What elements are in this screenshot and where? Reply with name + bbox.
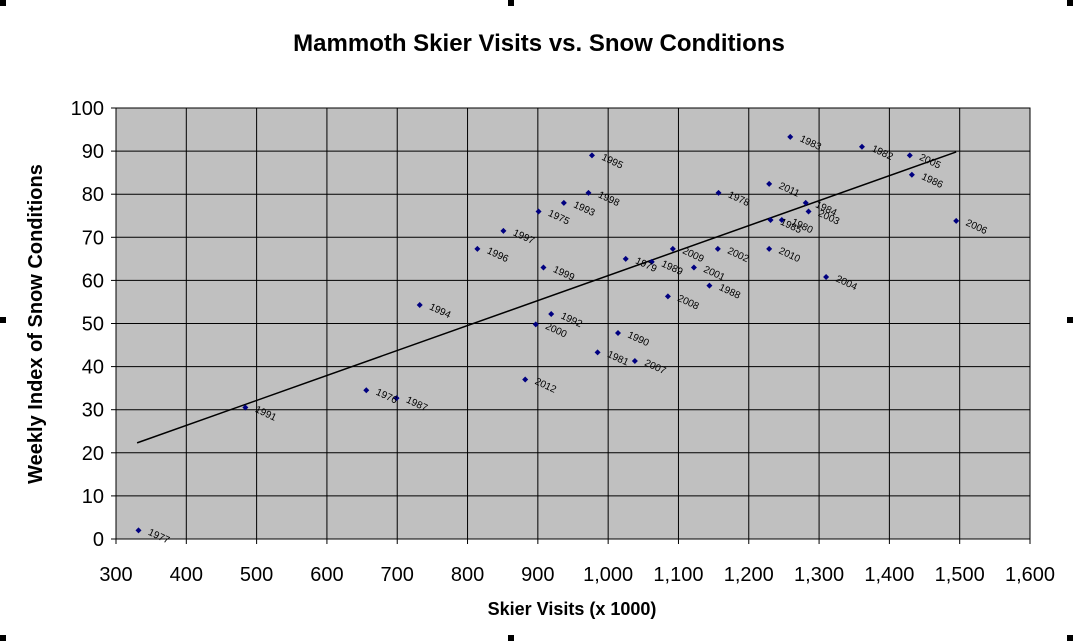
x-tick-label: 600 — [310, 564, 343, 586]
x-axis-tick-labels: 300 400 500 600 700 800 900 1,000 1,100 1,200 1,30… — [99, 564, 1055, 586]
data-point-1992 — [548, 311, 555, 318]
y-tick-label: 80 — [82, 184, 104, 206]
x-tick-label: 800 — [451, 564, 484, 586]
data-point-2001 — [690, 264, 697, 271]
x-tick-label: 1,100 — [653, 564, 703, 586]
trendline — [136, 151, 957, 444]
data-point-1981 — [594, 349, 601, 356]
y-axis-tick-labels: 0 10 20 30 40 50 60 70 80 90 100 — [71, 98, 104, 551]
data-point-1986 — [908, 171, 915, 178]
data-point-1983 — [787, 133, 794, 140]
data-point-1990 — [614, 329, 621, 336]
data-point-1978 — [715, 189, 722, 196]
data-point-2007 — [631, 357, 638, 364]
data-point-2003 — [805, 208, 812, 215]
data-point-1979 — [622, 255, 629, 262]
data-point-1988 — [706, 282, 713, 289]
y-tick-label: 30 — [82, 400, 104, 422]
y-tick-label: 0 — [93, 529, 104, 551]
data-point-2006 — [953, 217, 960, 224]
x-tick-label: 1,200 — [724, 564, 774, 586]
y-tick-label: 20 — [82, 443, 104, 465]
y-tick-label: 10 — [82, 486, 104, 508]
data-point-1994 — [416, 301, 423, 308]
x-tick-label: 1,300 — [794, 564, 844, 586]
x-tick-label: 400 — [170, 564, 203, 586]
data-point-2000 — [532, 321, 539, 328]
data-point-2004 — [823, 273, 830, 280]
x-axis-title: Skier Visits (x 1000) — [488, 599, 657, 619]
data-point-1975 — [535, 208, 542, 215]
y-tick-label: 60 — [82, 270, 104, 292]
y-tick-label: 90 — [82, 141, 104, 163]
data-point-2009 — [669, 245, 676, 252]
data-point-1989 — [648, 258, 655, 265]
data-point-2012 — [522, 376, 529, 383]
data-point-1999 — [540, 264, 547, 271]
y-tick-label: 100 — [71, 98, 104, 120]
data-point-1987 — [393, 395, 400, 402]
y-tick-label: 70 — [82, 227, 104, 249]
data-point-1977 — [135, 527, 142, 534]
data-point-2011 — [766, 180, 773, 187]
x-tick-label: 1,600 — [1005, 564, 1055, 586]
chart-title: Mammoth Skier Visits vs. Snow Conditions — [293, 30, 785, 57]
x-tick-label: 1,000 — [583, 564, 633, 586]
data-point-2005 — [906, 152, 913, 159]
data-points — [135, 133, 960, 534]
gridlines — [111, 107, 1031, 544]
data-point-1985 — [767, 217, 774, 224]
data-point-1996 — [474, 245, 481, 252]
data-point-2008 — [664, 293, 671, 300]
x-tick-label: 1,500 — [935, 564, 985, 586]
data-point-1976 — [363, 387, 370, 394]
data-point-1982 — [858, 143, 865, 150]
data-point-1984 — [802, 199, 809, 206]
data-point-1997 — [500, 227, 507, 234]
data-point-1991 — [242, 404, 249, 411]
y-axis-title: Weekly Index of Snow Conditions — [25, 164, 47, 484]
x-tick-label: 500 — [240, 564, 273, 586]
data-point-1995 — [588, 152, 595, 159]
x-tick-label: 900 — [521, 564, 554, 586]
data-point-2010 — [766, 245, 773, 252]
y-tick-label: 40 — [82, 357, 104, 379]
data-point-1993 — [560, 199, 567, 206]
data-point-2002 — [714, 245, 721, 252]
data-point-1998 — [585, 189, 592, 196]
x-tick-label: 1,400 — [864, 564, 914, 586]
x-tick-label: 700 — [381, 564, 414, 586]
data-point-1980 — [778, 217, 785, 224]
y-tick-label: 50 — [82, 314, 104, 336]
x-tick-label: 300 — [99, 564, 132, 586]
